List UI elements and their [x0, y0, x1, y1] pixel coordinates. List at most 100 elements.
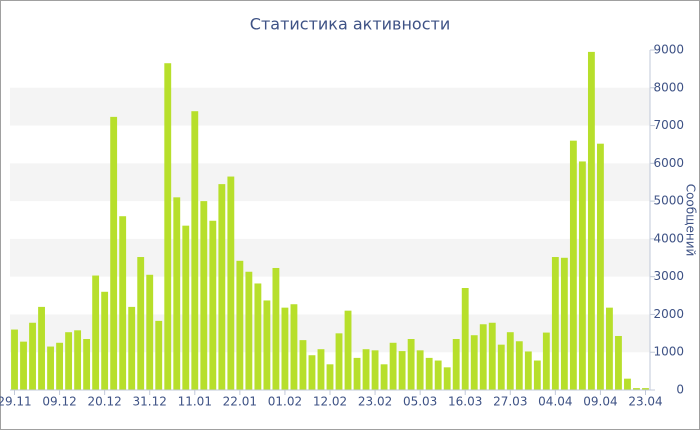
- bar: [615, 335, 622, 390]
- bar: [488, 322, 496, 390]
- bar: [506, 332, 514, 390]
- bar: [524, 351, 532, 390]
- bar: [443, 367, 451, 390]
- bar: [281, 307, 289, 390]
- bar: [191, 111, 199, 390]
- bar: [101, 291, 109, 390]
- bar: [317, 349, 325, 390]
- bar: [173, 197, 181, 390]
- y-axis-title: Сообщений: [684, 184, 698, 257]
- y-tick-label: 7000: [653, 118, 684, 132]
- bar: [182, 225, 190, 390]
- grid-band: [10, 87, 650, 126]
- bar: [479, 324, 487, 390]
- x-tick-label: 29.11: [0, 395, 32, 409]
- x-tick-label: 01.02: [268, 395, 302, 409]
- bar: [83, 339, 91, 390]
- bar: [624, 378, 631, 390]
- bar: [209, 220, 217, 390]
- bar: [236, 260, 244, 390]
- x-tick-label: 12.02: [313, 395, 347, 409]
- bar: [569, 140, 577, 390]
- y-tick-label: 6000: [653, 156, 684, 170]
- x-tick-label: 23.02: [358, 395, 392, 409]
- bar: [461, 288, 469, 390]
- x-tick-label: 09.04: [583, 395, 617, 409]
- bar: [425, 357, 433, 390]
- bar: [353, 357, 361, 390]
- bar: [20, 341, 27, 390]
- bar: [362, 349, 370, 390]
- bar: [11, 329, 18, 390]
- bar: [92, 275, 100, 390]
- x-tick-label: 22.01: [223, 395, 257, 409]
- bar: [227, 176, 235, 390]
- y-tick-label: 4000: [653, 231, 684, 245]
- bar: [452, 339, 460, 390]
- bar: [497, 344, 505, 390]
- bar: [542, 332, 550, 390]
- bar: [29, 322, 36, 390]
- bar: [128, 306, 136, 390]
- bar: [218, 184, 226, 390]
- bar: [389, 342, 397, 390]
- bar: [110, 116, 118, 390]
- bar: [326, 364, 334, 390]
- bar: [596, 143, 604, 390]
- bar: [155, 320, 163, 390]
- bar: [299, 340, 307, 390]
- bar: [56, 342, 64, 390]
- y-tick-label: 0: [676, 383, 684, 397]
- x-tick-label: 04.04: [538, 395, 572, 409]
- bar: [515, 341, 523, 390]
- x-tick-label: 31.12: [133, 395, 167, 409]
- bar: [245, 271, 253, 390]
- bar: [606, 307, 613, 390]
- grid-band: [10, 163, 650, 202]
- y-tick-label: 3000: [653, 269, 684, 283]
- bar: [164, 63, 172, 390]
- bar: [263, 300, 271, 390]
- chart-title: Статистика активности: [250, 15, 450, 34]
- bar: [642, 388, 649, 390]
- bar: [272, 267, 280, 390]
- x-tick-label: 09.12: [42, 395, 76, 409]
- bar: [587, 51, 595, 391]
- bar: [560, 257, 568, 390]
- x-tick-label: 20.12: [87, 395, 121, 409]
- bar: [74, 330, 82, 390]
- bar: [344, 310, 352, 390]
- bar: [380, 364, 388, 390]
- bar: [398, 351, 406, 390]
- bar: [434, 360, 442, 390]
- bar: [371, 350, 379, 390]
- bar: [407, 339, 415, 390]
- bar: [290, 304, 298, 390]
- bar: [633, 388, 640, 390]
- y-tick-label: 1000: [653, 345, 684, 359]
- bar: [254, 283, 262, 390]
- bar: [200, 201, 208, 390]
- x-tick-label: 27.03: [493, 395, 527, 409]
- bar: [416, 350, 424, 390]
- x-tick-label: 11.01: [178, 395, 212, 409]
- bar: [308, 355, 316, 390]
- bar: [578, 161, 586, 390]
- x-tick-label: 05.03: [403, 395, 437, 409]
- bar: [119, 216, 127, 390]
- bar: [533, 360, 541, 390]
- bar: [47, 346, 54, 390]
- bar: [551, 257, 559, 390]
- bar: [470, 335, 478, 390]
- y-tick-label: 5000: [653, 194, 684, 208]
- y-tick-label: 8000: [653, 80, 684, 94]
- bar: [335, 333, 343, 390]
- bar: [38, 306, 45, 390]
- y-tick-label: 9000: [653, 43, 684, 57]
- y-tick-label: 2000: [653, 307, 684, 321]
- bar: [146, 274, 154, 390]
- bar: [65, 332, 73, 390]
- bar: [137, 257, 145, 390]
- x-tick-label: 23.04: [628, 395, 662, 409]
